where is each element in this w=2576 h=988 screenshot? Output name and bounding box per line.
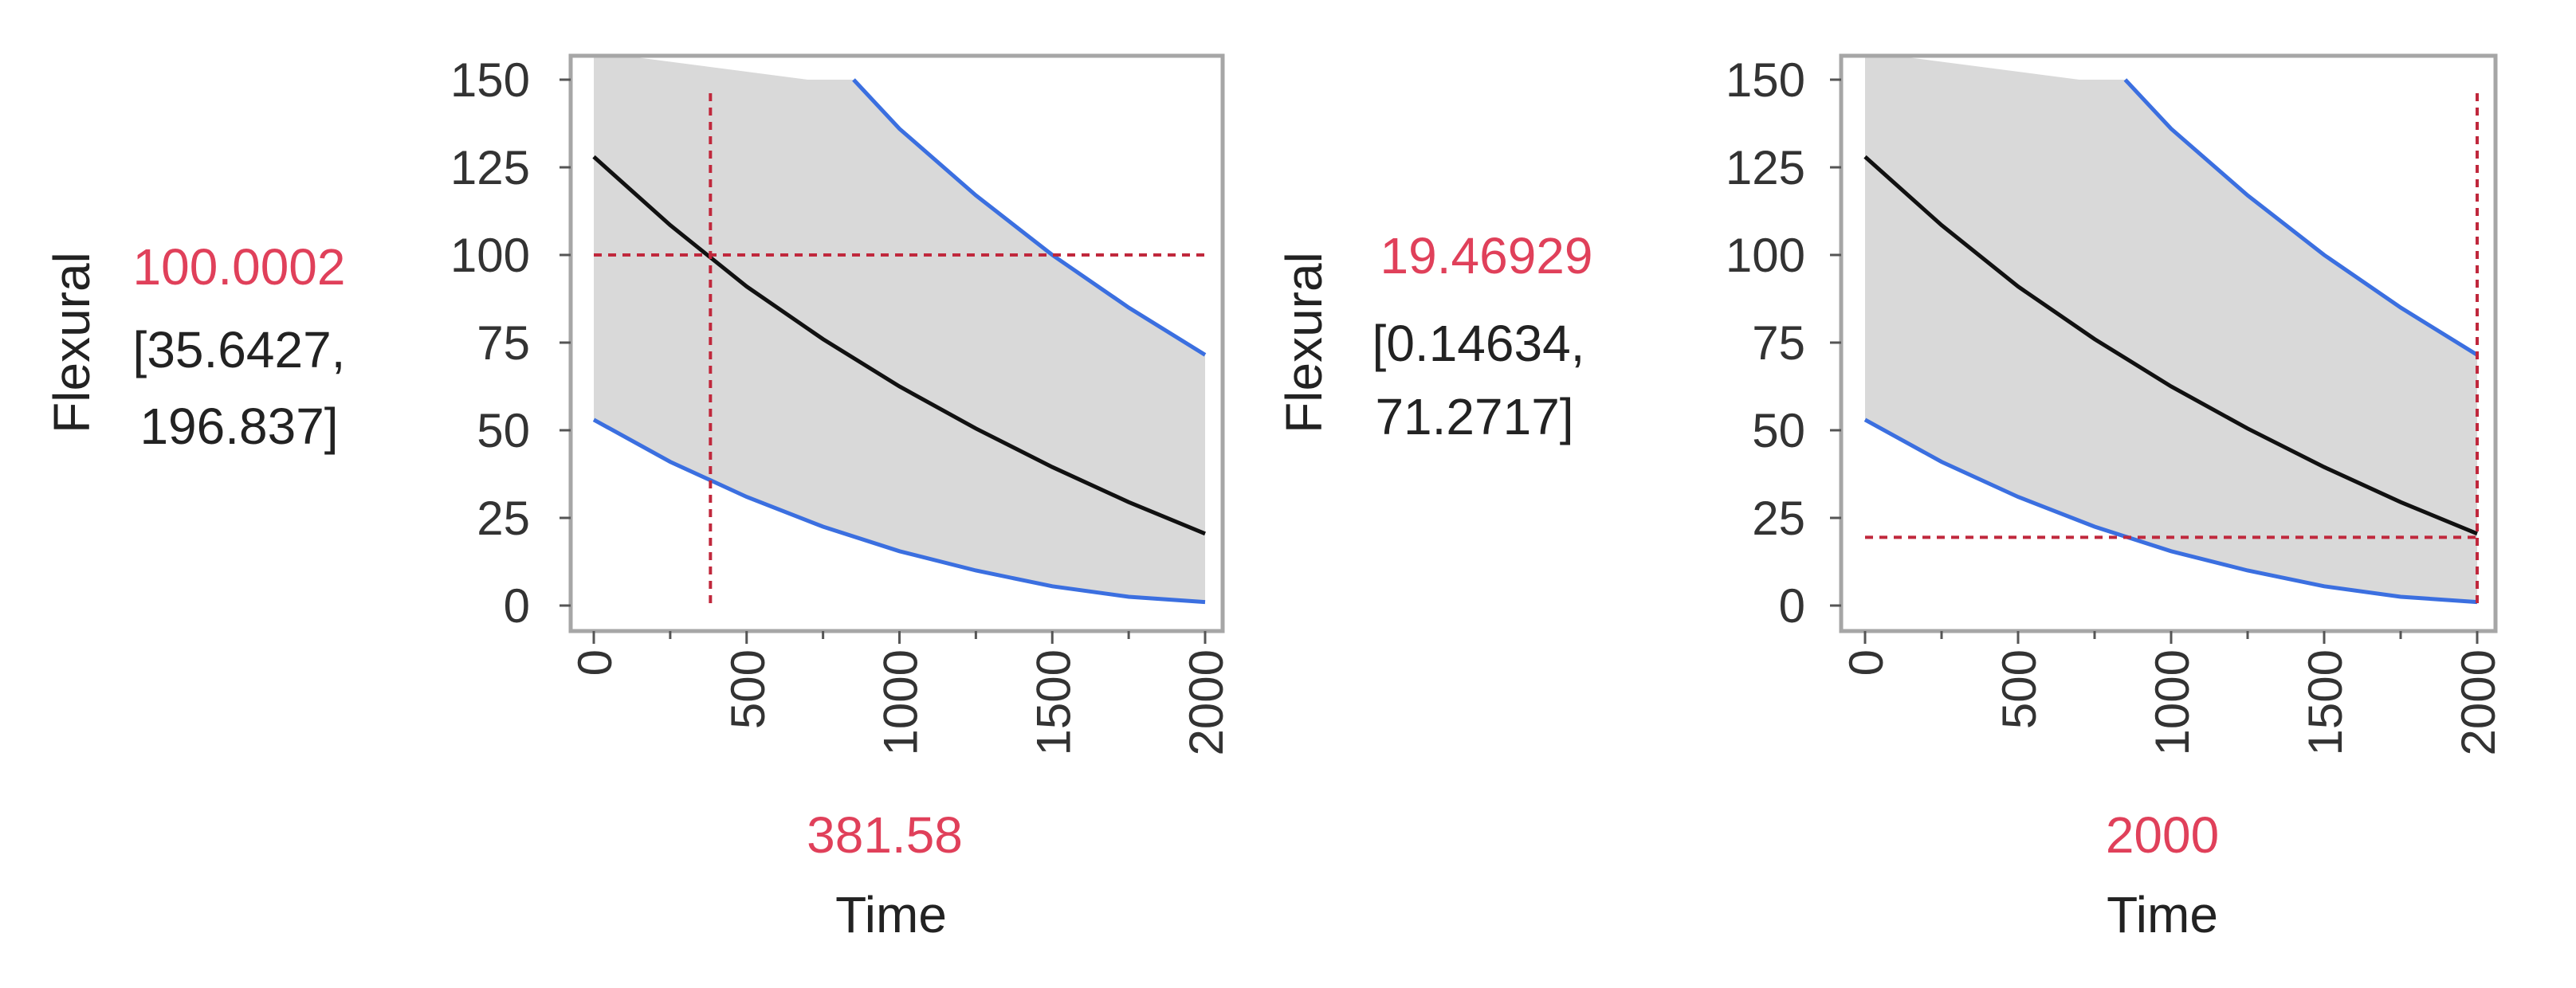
x-tick-label: 2000: [2452, 649, 2505, 755]
y-tick-label: 100: [1726, 229, 1805, 282]
y-tick-label: 25: [1752, 492, 1805, 545]
y-tick-label: 150: [450, 53, 530, 107]
upper-confidence-curve: [852, 78, 1207, 357]
lower-confidence-curve: [592, 418, 1206, 605]
y-tick-label: 150: [1726, 53, 1805, 107]
x-axis-title: Time: [835, 886, 947, 943]
x-tick-label: 0: [568, 649, 622, 676]
y-value-readout[interactable]: 100.0002: [133, 238, 346, 296]
x-tick-label: 1000: [2146, 649, 2199, 755]
x-value-readout[interactable]: 2000: [2106, 806, 2219, 864]
confidence-interval-lower: [35.6427,: [133, 321, 346, 378]
y-tick-label: 0: [504, 579, 530, 633]
confidence-interval-upper: 71.2717]: [1375, 388, 1573, 445]
y-tick-label: 125: [1726, 141, 1805, 194]
y-tick-label: 50: [477, 404, 530, 457]
plot-content: [592, 56, 1207, 606]
confidence-interval-upper: 196.837]: [139, 398, 338, 455]
confidence-interval-lower: [0.14634,: [1372, 315, 1585, 372]
y-axis-title: Flexural: [1275, 252, 1333, 433]
y-value-readout[interactable]: 19.46929: [1380, 227, 1593, 284]
x-tick-label: 1500: [1027, 649, 1080, 755]
x-tick-label: 2000: [1180, 649, 1233, 755]
y-tick-label: 0: [1779, 579, 1805, 633]
x-tick-label: 1000: [874, 649, 928, 755]
y-tick-label: 125: [450, 141, 530, 194]
x-tick-label: 500: [721, 649, 775, 729]
x-tick-label: 500: [1993, 649, 2046, 729]
x-tick-label: 1500: [2299, 649, 2352, 755]
y-axis-title: Flexural: [43, 252, 100, 433]
y-tick-label: 75: [477, 316, 530, 370]
profiler-panel-right: Flexural 19.46929 [0.14634, 71.2717] 0 25…: [1275, 52, 2505, 943]
x-value-readout[interactable]: 381.58: [807, 806, 963, 864]
prediction-curve: [1863, 155, 2478, 536]
prediction-curve: [592, 155, 1206, 536]
upper-confidence-curve: [2123, 78, 2479, 357]
lower-confidence-curve: [1863, 418, 2478, 605]
y-tick-label: 25: [477, 492, 530, 545]
y-tick-label: 100: [450, 229, 530, 282]
x-axis-title: Time: [2107, 886, 2218, 943]
y-tick-label: 75: [1752, 316, 1805, 370]
profiler-panel-left: Flexural 100.0002 [35.6427, 196.837] 0 25…: [43, 52, 1233, 943]
x-tick-label: 0: [1840, 649, 1893, 676]
y-tick-label: 50: [1752, 404, 1805, 457]
plot-content: [1863, 56, 2479, 606]
confidence-band: [594, 56, 1205, 602]
confidence-band: [1865, 56, 2477, 602]
